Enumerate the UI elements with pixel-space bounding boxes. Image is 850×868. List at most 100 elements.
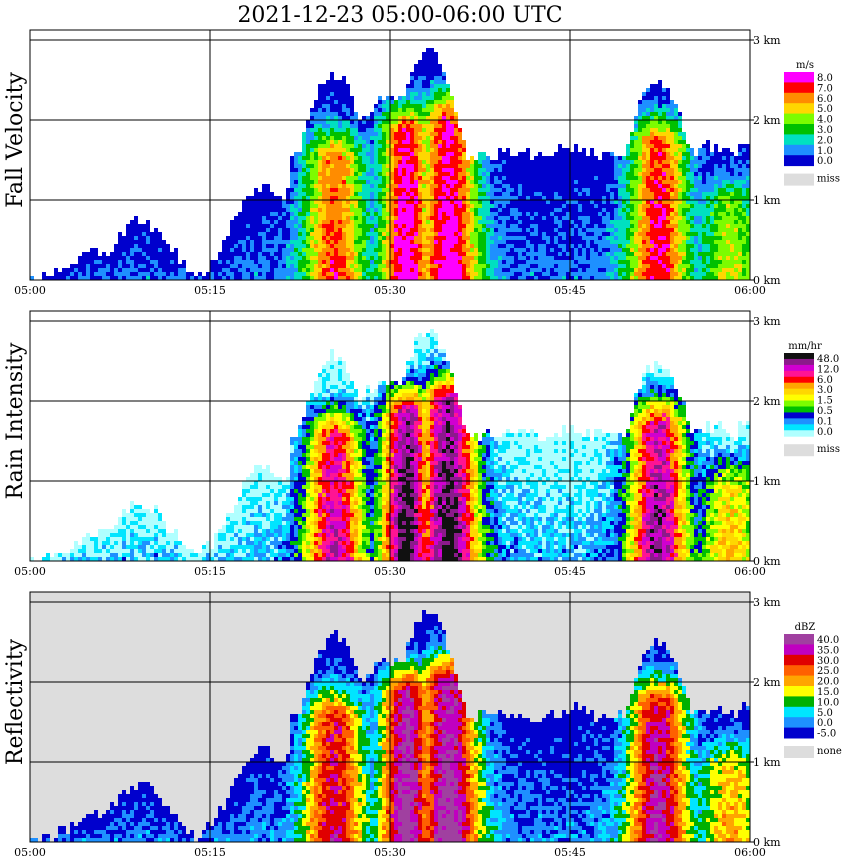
x-tick-label: 06:00 xyxy=(734,846,766,859)
color-legend: m/s8.07.06.05.04.03.02.01.00.0 miss xyxy=(784,60,840,186)
legend-swatch xyxy=(784,406,814,413)
legend-swatch xyxy=(784,696,814,708)
legend-label: 8.0 xyxy=(817,73,833,84)
color-legend: mm/hr 48.012.06.03.01.50.50.10.0 miss xyxy=(784,341,840,457)
legend-label: 0.0 xyxy=(817,718,833,729)
legend-label: 0.1 xyxy=(817,416,833,427)
legend-swatch xyxy=(784,353,814,360)
y-tick-label: 1 km xyxy=(753,756,781,769)
legend-label: 0.0 xyxy=(817,156,833,167)
legend-swatch xyxy=(784,382,814,390)
y-axis-title: Rain Intensity xyxy=(3,342,28,499)
y-tick-label: 2 km xyxy=(753,114,781,127)
y-tick-label: 0 km xyxy=(753,836,781,849)
legend-swatch xyxy=(784,376,814,384)
legend-swatch xyxy=(784,412,814,419)
x-tick-label: 05:45 xyxy=(554,565,586,578)
x-tick-label: 05:45 xyxy=(554,284,586,297)
x-tick-label: 05:30 xyxy=(374,565,406,578)
legend-swatch xyxy=(784,72,814,83)
legend-swatch xyxy=(784,686,814,697)
legend-label: 5.0 xyxy=(817,104,833,115)
legend-swatch xyxy=(784,394,814,402)
legend-swatch xyxy=(784,675,814,687)
legend-swatch xyxy=(784,400,814,407)
legend-swatch xyxy=(784,124,814,135)
legend-swatch xyxy=(784,92,814,104)
legend-label: 15.0 xyxy=(817,687,839,698)
legend-swatch xyxy=(784,134,814,146)
legend-swatch xyxy=(784,370,814,378)
legend-unit: mm/hr xyxy=(788,341,822,352)
heatmap-cells xyxy=(30,329,750,561)
legend-unit: dBZ xyxy=(795,622,816,633)
heatmap-cells xyxy=(30,48,750,280)
x-tick-label: 06:00 xyxy=(734,284,766,297)
y-tick-label: 2 km xyxy=(753,676,781,689)
y-tick-label: 3 km xyxy=(753,596,781,609)
legend-swatch xyxy=(784,144,814,156)
legend-swatch xyxy=(784,113,814,125)
legend-swatch xyxy=(784,706,814,718)
color-legend: dBZ40.035.030.025.020.015.010.05.00.0-5.… xyxy=(784,622,842,758)
legend-label: 35.0 xyxy=(817,645,839,656)
legend-label: 48.0 xyxy=(817,354,839,365)
legend-missing-swatch xyxy=(784,444,814,457)
legend-missing-label: none xyxy=(817,746,842,757)
legend-missing-swatch xyxy=(784,173,814,186)
y-tick-label: 3 km xyxy=(753,34,781,47)
y-tick-label: 3 km xyxy=(753,315,781,328)
x-tick-label: 05:30 xyxy=(374,846,406,859)
x-tick-label: 05:45 xyxy=(554,846,586,859)
legend-label: 1.5 xyxy=(817,396,833,407)
x-tick-label: 05:15 xyxy=(194,565,226,578)
legend-missing-label: miss xyxy=(817,174,840,185)
x-tick-label: 05:15 xyxy=(194,284,226,297)
legend-label: 5.0 xyxy=(817,708,833,719)
legend-label: 6.0 xyxy=(817,94,833,105)
legend-swatch xyxy=(784,82,814,94)
legend-swatch xyxy=(784,358,814,366)
legend-swatch xyxy=(784,364,814,372)
legend-label: 3.0 xyxy=(817,125,833,136)
panel-rain-intensity: 05:00 05:15 05:30 05:45 06:000 km 1 km 2 km 3 k… xyxy=(3,310,840,578)
legend-label: 0.5 xyxy=(817,406,833,417)
legend-swatch xyxy=(784,634,814,645)
x-tick-label: 05:00 xyxy=(14,846,46,859)
x-tick-label: 05:00 xyxy=(14,284,46,297)
legend-swatch xyxy=(784,717,814,729)
legend-swatch xyxy=(784,644,814,656)
x-tick-label: 05:00 xyxy=(14,565,46,578)
legend-missing-label: miss xyxy=(817,444,840,455)
legend-label: 3.0 xyxy=(817,385,833,396)
legend-swatch xyxy=(784,388,814,396)
legend-label: 40.0 xyxy=(817,635,839,646)
y-tick-label: 0 km xyxy=(753,274,781,287)
legend-swatch xyxy=(784,654,814,666)
legend-label: 6.0 xyxy=(817,375,833,386)
heatmap-cells xyxy=(30,610,750,842)
legend-unit: m/s xyxy=(796,60,814,71)
y-axis-title: Fall Velocity xyxy=(3,72,28,208)
y-tick-label: 0 km xyxy=(753,555,781,568)
panel-fall-velocity: 05:00 05:15 05:30 05:45 06:000 km 1 km 2 km 3 k… xyxy=(3,29,840,297)
legend-label: 10.0 xyxy=(817,697,839,708)
legend-label: 12.0 xyxy=(817,364,839,375)
legend-label: 25.0 xyxy=(817,666,839,677)
x-tick-label: 05:30 xyxy=(374,284,406,297)
legend-label: 4.0 xyxy=(817,115,833,126)
legend-swatch xyxy=(784,418,814,425)
legend-swatch xyxy=(784,727,814,739)
legend-swatch xyxy=(784,665,814,677)
y-tick-label: 1 km xyxy=(753,475,781,488)
legend-missing-swatch xyxy=(784,746,814,758)
y-tick-label: 1 km xyxy=(753,194,781,207)
y-tick-label: 2 km xyxy=(753,395,781,408)
legend-label: 7.0 xyxy=(817,83,833,94)
legend-label: -5.0 xyxy=(817,729,836,740)
legend-swatch xyxy=(784,430,814,437)
legend-label: 0.0 xyxy=(817,427,833,438)
panel-reflectivity: 05:00 05:15 05:30 05:45 06:000 km 1 km 2 km 3 k… xyxy=(3,591,842,859)
legend-swatch xyxy=(784,424,814,431)
